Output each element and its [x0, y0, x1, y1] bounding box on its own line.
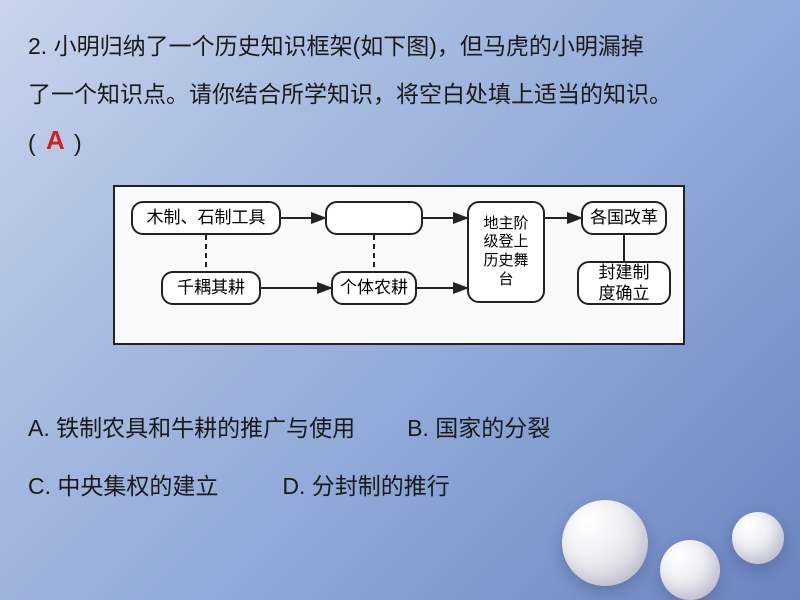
- flowchart-node-n4: 各国改革: [581, 201, 667, 235]
- answer-letter: A: [46, 125, 65, 156]
- paren-open: (: [28, 130, 36, 156]
- question-line2: 了一个知识点。请你结合所学知识，将空白处填上适当的知识。: [28, 81, 672, 107]
- question-number: 2.: [28, 33, 47, 59]
- flowchart-node-n3: 地主阶级登上历史舞台: [467, 201, 545, 303]
- answer-options: A. 铁制农具和牛耕的推广与使用 B. 国家的分裂 C. 中央集权的建立 D. …: [28, 400, 772, 515]
- option-d: D. 分封制的推行: [282, 458, 449, 516]
- flowchart-node-n7: 封建制度确立: [577, 261, 671, 305]
- decorative-sphere-3: [732, 512, 784, 564]
- decorative-sphere-1: [562, 500, 648, 586]
- flowchart-node-n5: 千耦其耕: [161, 271, 261, 305]
- question-stem: 2. 小明归纳了一个历史知识框架(如下图)，但马虎的小明漏掉 了一个知识点。请你…: [28, 22, 772, 167]
- flowchart-node-n6: 个体农耕: [331, 271, 417, 305]
- option-a: A. 铁制农具和牛耕的推广与使用: [28, 400, 355, 458]
- decorative-sphere-2: [660, 540, 720, 600]
- flowchart-diagram: 木制、石制工具 地主阶级登上历史舞台 各国改革千耦其耕 个体农耕 封建制度确立: [113, 185, 685, 345]
- flowchart-node-n1: 木制、石制工具: [131, 201, 281, 235]
- question-line1: 小明归纳了一个历史知识框架(如下图)，但马虎的小明漏掉: [54, 33, 644, 59]
- paren-close: ): [74, 130, 82, 156]
- option-b: B. 国家的分裂: [407, 400, 550, 458]
- option-c: C. 中央集权的建立: [28, 458, 218, 516]
- flowchart-node-n2: [325, 201, 423, 235]
